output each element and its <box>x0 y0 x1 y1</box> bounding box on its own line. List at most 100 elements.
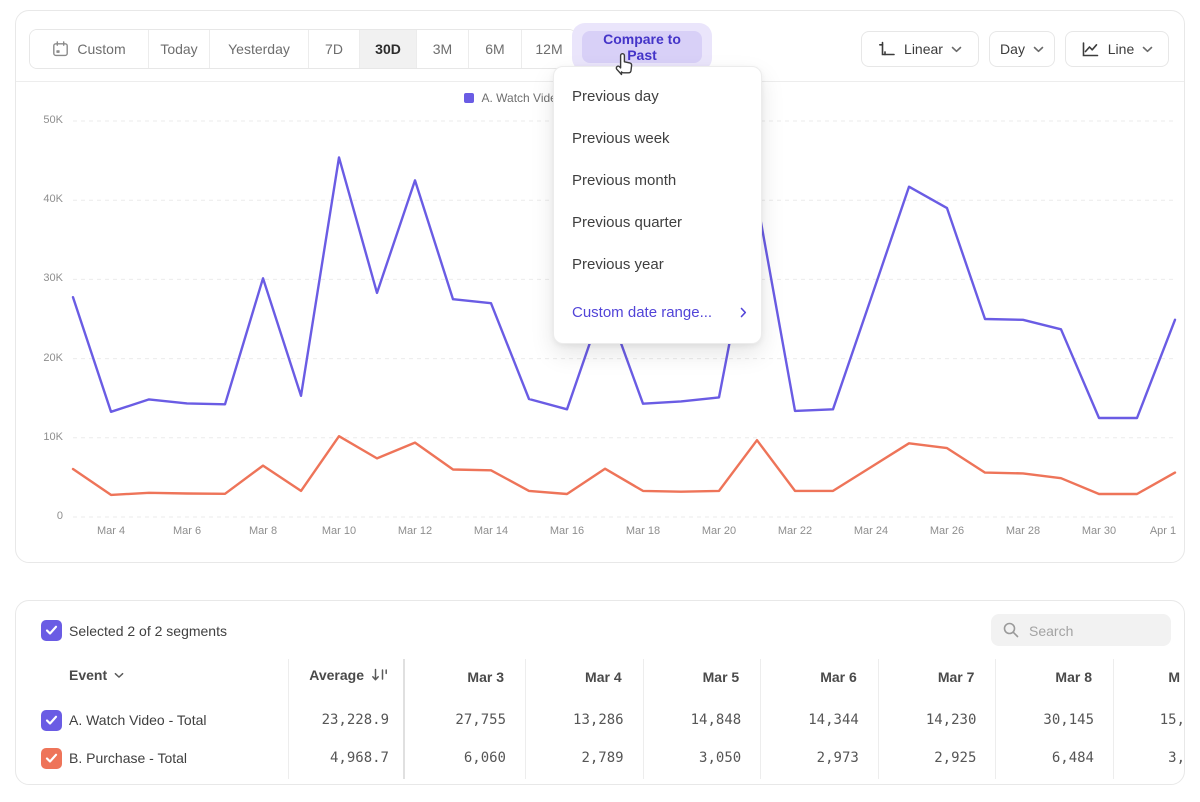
chevron-right-icon <box>740 307 747 318</box>
range-button-label: 6M <box>485 41 504 57</box>
compare-to-past-button[interactable]: Compare to Past <box>582 31 702 63</box>
range-button-30d[interactable]: 30D <box>360 30 417 68</box>
row-checkbox[interactable] <box>41 710 62 731</box>
scale-label: Linear <box>904 41 943 57</box>
range-button-12m[interactable]: 12M <box>522 30 576 68</box>
x-axis-tick: Mar 18 <box>609 525 677 537</box>
y-axis-tick: 50K <box>16 114 63 126</box>
y-axis-tick: 20K <box>16 352 63 364</box>
range-button-label: 12M <box>535 41 562 57</box>
menu-item-previous-week[interactable]: Previous week <box>554 117 761 159</box>
y-axis-tick: 0 <box>16 510 63 522</box>
scale-select-button[interactable]: Linear <box>861 31 979 67</box>
x-axis-tick: Mar 20 <box>685 525 753 537</box>
date-range-group: Custom Today Yesterday 7D 30D 3M 6M 12M <box>29 29 577 69</box>
segments-panel: Selected 2 of 2 segments Event Average M… <box>15 600 1185 785</box>
x-axis-tick: Mar 8 <box>229 525 297 537</box>
cell-value: 14,230 <box>926 712 977 728</box>
chart-type-label: Line <box>1108 41 1134 57</box>
event-name: B. Purchase - Total <box>69 748 187 769</box>
x-axis-tick: Mar 12 <box>381 525 449 537</box>
cell-value: 27,755 <box>455 712 506 728</box>
table-row[interactable]: B. Purchase - Total4,968.76,0602,7893,05… <box>16 748 1185 769</box>
selected-segments-label: Selected 2 of 2 segments <box>69 620 227 641</box>
x-axis-tick: Apr 1 <box>1129 525 1185 537</box>
column-header-mar-6: Mar 6 <box>820 669 857 685</box>
average-column-header[interactable]: Average <box>268 667 389 683</box>
search-icon <box>1002 621 1020 639</box>
check-icon <box>45 753 58 764</box>
y-axis-tick: 40K <box>16 193 63 205</box>
x-axis-tick: Mar 22 <box>761 525 829 537</box>
cell-value: 6,484 <box>1052 750 1094 766</box>
x-axis-tick: Mar 4 <box>77 525 145 537</box>
range-button-label: 7D <box>325 41 343 57</box>
range-button-yesterday[interactable]: Yesterday <box>210 30 309 68</box>
cell-value: 14,344 <box>808 712 859 728</box>
range-button-label: 3M <box>433 41 452 57</box>
menu-item-previous-month[interactable]: Previous month <box>554 159 761 201</box>
range-button-today[interactable]: Today <box>149 30 210 68</box>
row-checkbox[interactable] <box>41 748 62 769</box>
column-header-mar-4: Mar 4 <box>585 669 622 685</box>
chart-type-select-button[interactable]: Line <box>1065 31 1169 67</box>
sort-descending-icon <box>371 668 389 682</box>
series-line-b <box>73 436 1175 495</box>
menu-item-previous-day[interactable]: Previous day <box>554 75 761 117</box>
line-chart-icon <box>1081 41 1100 58</box>
search-box <box>991 614 1171 646</box>
column-header-mar-3: Mar 3 <box>467 669 504 685</box>
x-axis-tick: Mar 10 <box>305 525 373 537</box>
interval-label: Day <box>1000 41 1025 57</box>
cell-value-clipped: 3, <box>1168 750 1185 766</box>
cell-value: 30,145 <box>1043 712 1094 728</box>
interval-select-button[interactable]: Day <box>989 31 1055 67</box>
range-button-custom[interactable]: Custom <box>30 30 149 68</box>
cell-value-clipped: 15, <box>1160 712 1185 728</box>
chevron-down-icon <box>1142 46 1153 53</box>
calendar-icon <box>52 41 69 57</box>
x-axis-tick: Mar 28 <box>989 525 1057 537</box>
menu-item-previous-year[interactable]: Previous year <box>554 243 761 285</box>
y-axis-tick: 10K <box>16 431 63 443</box>
menu-item-previous-quarter[interactable]: Previous quarter <box>554 201 761 243</box>
cell-value: 2,925 <box>934 750 976 766</box>
range-button-label: Custom <box>77 41 125 57</box>
cell-value: 2,789 <box>581 750 623 766</box>
chevron-down-icon <box>114 672 124 679</box>
x-axis-tick: Mar 16 <box>533 525 601 537</box>
custom-date-range-label: Custom date range... <box>572 304 712 321</box>
compare-dropdown-menu: Previous dayPrevious weekPrevious monthP… <box>553 66 762 344</box>
table-row[interactable]: A. Watch Video - Total23,228.927,75513,2… <box>16 710 1185 731</box>
legend-swatch <box>464 93 474 103</box>
y-axis-tick: 30K <box>16 272 63 284</box>
chevron-down-icon <box>1033 46 1044 53</box>
chevron-down-icon <box>951 46 962 53</box>
column-header-mar-8: Mar 8 <box>1055 669 1092 685</box>
x-axis-tick: Mar 30 <box>1065 525 1133 537</box>
event-name: A. Watch Video - Total <box>69 710 206 731</box>
range-button-label: Yesterday <box>228 41 290 57</box>
average-header-label: Average <box>309 667 364 683</box>
column-header-mar-5: Mar 5 <box>703 669 740 685</box>
cell-value: 2,973 <box>817 750 859 766</box>
x-axis-tick: Mar 6 <box>153 525 221 537</box>
x-axis-tick: Mar 24 <box>837 525 905 537</box>
range-button-label: 30D <box>375 41 401 57</box>
check-icon <box>45 715 58 726</box>
search-input[interactable] <box>1027 614 1169 648</box>
range-button-7d[interactable]: 7D <box>309 30 360 68</box>
cell-value: 14,848 <box>691 712 742 728</box>
x-axis-tick: Mar 14 <box>457 525 525 537</box>
analytics-page: Custom Today Yesterday 7D 30D 3M 6M 12M Compare… <box>0 0 1200 802</box>
select-all-checkbox[interactable] <box>41 620 62 641</box>
average-value: 23,228.9 <box>322 712 389 728</box>
check-icon <box>45 625 58 636</box>
column-header-clipped: M <box>1168 669 1180 685</box>
range-button-3m[interactable]: 3M <box>417 30 469 68</box>
x-axis-tick: Mar 26 <box>913 525 981 537</box>
range-button-6m[interactable]: 6M <box>469 30 522 68</box>
column-header-mar-7: Mar 7 <box>938 669 975 685</box>
event-column-header[interactable]: Event <box>69 667 124 683</box>
menu-item-custom-date-range[interactable]: Custom date range... <box>554 291 761 333</box>
